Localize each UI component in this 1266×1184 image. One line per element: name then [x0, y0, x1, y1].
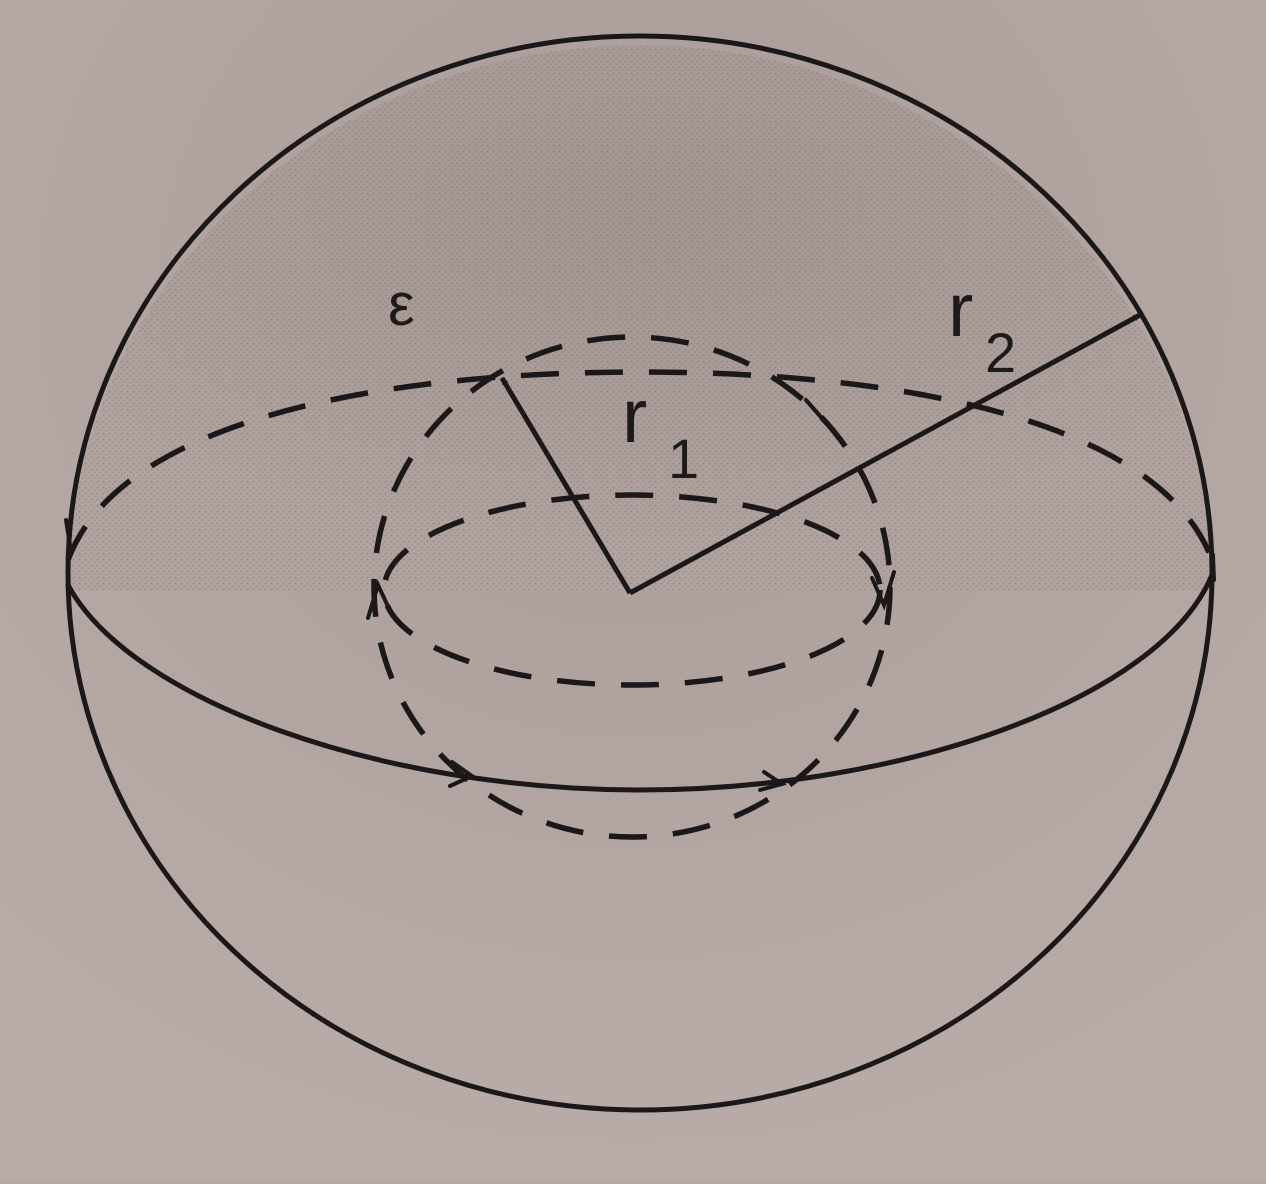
inner-sphere-tick-top — [804, 398, 836, 434]
r1-subscript: 1 — [668, 427, 699, 490]
outer-equator-back-dashed — [65, 369, 1215, 561]
outer-equator-direction-mark-left — [448, 760, 477, 788]
inner-sphere-direction-mark-right — [870, 570, 896, 611]
epsilon-label: ε — [388, 271, 415, 338]
radius-r2-arrow — [628, 312, 1142, 596]
r2-subscript: 2 — [985, 321, 1016, 384]
r1-label: r — [622, 374, 647, 459]
inner-equator-dashed — [381, 492, 883, 688]
outer-sphere-tick-right — [1211, 553, 1216, 582]
outer-sphere-tick-left — [64, 518, 72, 547]
outer-equator-direction-mark-right — [758, 770, 787, 792]
r2-label: r — [948, 268, 973, 353]
outer-equator-front — [65, 572, 1215, 793]
radius-r1-arrow — [499, 376, 633, 595]
inner-sphere-direction-mark-left — [366, 579, 394, 620]
